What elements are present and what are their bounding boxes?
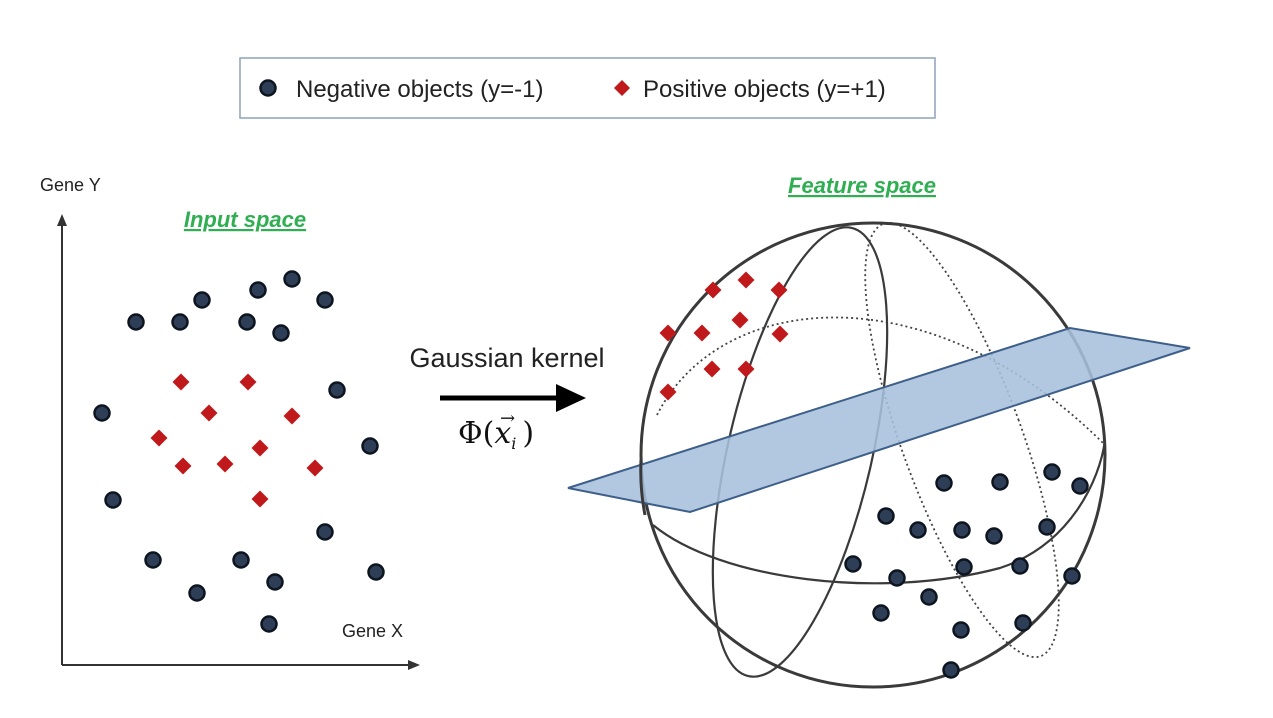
negative-point [909, 521, 927, 539]
negative-point [991, 473, 1009, 491]
positive-point [659, 383, 677, 401]
input-space-title: Input space [184, 207, 306, 232]
negative-point [316, 291, 334, 309]
kernel-label: Gaussian kernel [409, 343, 604, 373]
feature-space-title: Feature space [788, 173, 936, 198]
negative-legend-icon [259, 79, 277, 97]
negative-legend-label: Negative objects (y=-1) [296, 76, 543, 103]
transform-arrowhead [556, 384, 586, 412]
x-axis-label: Gene X [342, 621, 403, 641]
feature-sphere [639, 221, 1107, 689]
negative-point [1038, 518, 1056, 536]
positive-point [704, 281, 722, 299]
negative-point [328, 381, 346, 399]
negative-point [1063, 567, 1081, 585]
negative-point [238, 313, 256, 331]
negative-point [953, 521, 971, 539]
legend-box [239, 57, 936, 119]
positive-point [200, 404, 218, 422]
phi-formula: Φ(xi) [458, 416, 534, 453]
negative-point [93, 404, 111, 422]
negative-point [1014, 614, 1032, 632]
positive-point [251, 439, 269, 457]
negative-point [144, 551, 162, 569]
kernel-transform: Gaussian kernel Φ(xi) → [409, 343, 604, 453]
positive-point [306, 459, 324, 477]
positive-point [283, 407, 301, 425]
negative-point [952, 621, 970, 639]
negative-point [872, 604, 890, 622]
negative-point [272, 324, 290, 342]
negative-point [1011, 557, 1029, 575]
positive-point [693, 324, 711, 342]
negative-point [985, 527, 1003, 545]
vector-arrow: → [500, 408, 515, 429]
negative-point [888, 569, 906, 587]
positive-point [150, 429, 168, 447]
negative-point [361, 437, 379, 455]
negative-point [942, 661, 960, 679]
negative-point [249, 281, 267, 299]
negative-point [1043, 463, 1061, 481]
positive-point [731, 311, 749, 329]
negative-point [367, 563, 385, 581]
negative-point [283, 270, 301, 288]
negative-point [955, 558, 973, 576]
negative-point [935, 474, 953, 492]
positive-point [216, 455, 234, 473]
input-space-panel: Input space Gene Y Gene X [40, 175, 420, 670]
negative-point [193, 291, 211, 309]
positive-point [737, 360, 755, 378]
positive-legend-icon [614, 80, 630, 96]
negative-point [844, 555, 862, 573]
legend: Negative objects (y=-1) Positive objects… [239, 57, 936, 119]
positive-legend-label: Positive objects (y=+1) [643, 76, 886, 103]
negative-point [266, 573, 284, 591]
separating-hyperplane [567, 326, 1191, 514]
positive-point [771, 325, 789, 343]
positive-point [659, 324, 677, 342]
negative-point [260, 615, 278, 633]
y-axis-arrowhead [57, 214, 67, 226]
positive-point [770, 281, 788, 299]
negative-point [316, 523, 334, 541]
sphere-arc-over-plane [639, 459, 647, 516]
negative-point [171, 313, 189, 331]
sphere-dotted-meridian [864, 221, 1060, 659]
negative-point [127, 313, 145, 331]
positive-point [737, 271, 755, 289]
y-axis-label: Gene Y [40, 175, 101, 195]
sphere-front-latitude [652, 439, 1107, 585]
negative-point [232, 551, 250, 569]
negative-point [1071, 477, 1089, 495]
negative-point [877, 507, 895, 525]
positive-point [172, 373, 190, 391]
negative-point [920, 588, 938, 606]
positive-point [251, 490, 269, 508]
x-axis-arrowhead [408, 660, 420, 670]
positive-point [239, 373, 257, 391]
negative-point [188, 584, 206, 602]
positive-point [703, 360, 721, 378]
positive-point [174, 457, 192, 475]
feature-space-panel: Feature space [567, 173, 1191, 689]
negative-point [104, 491, 122, 509]
